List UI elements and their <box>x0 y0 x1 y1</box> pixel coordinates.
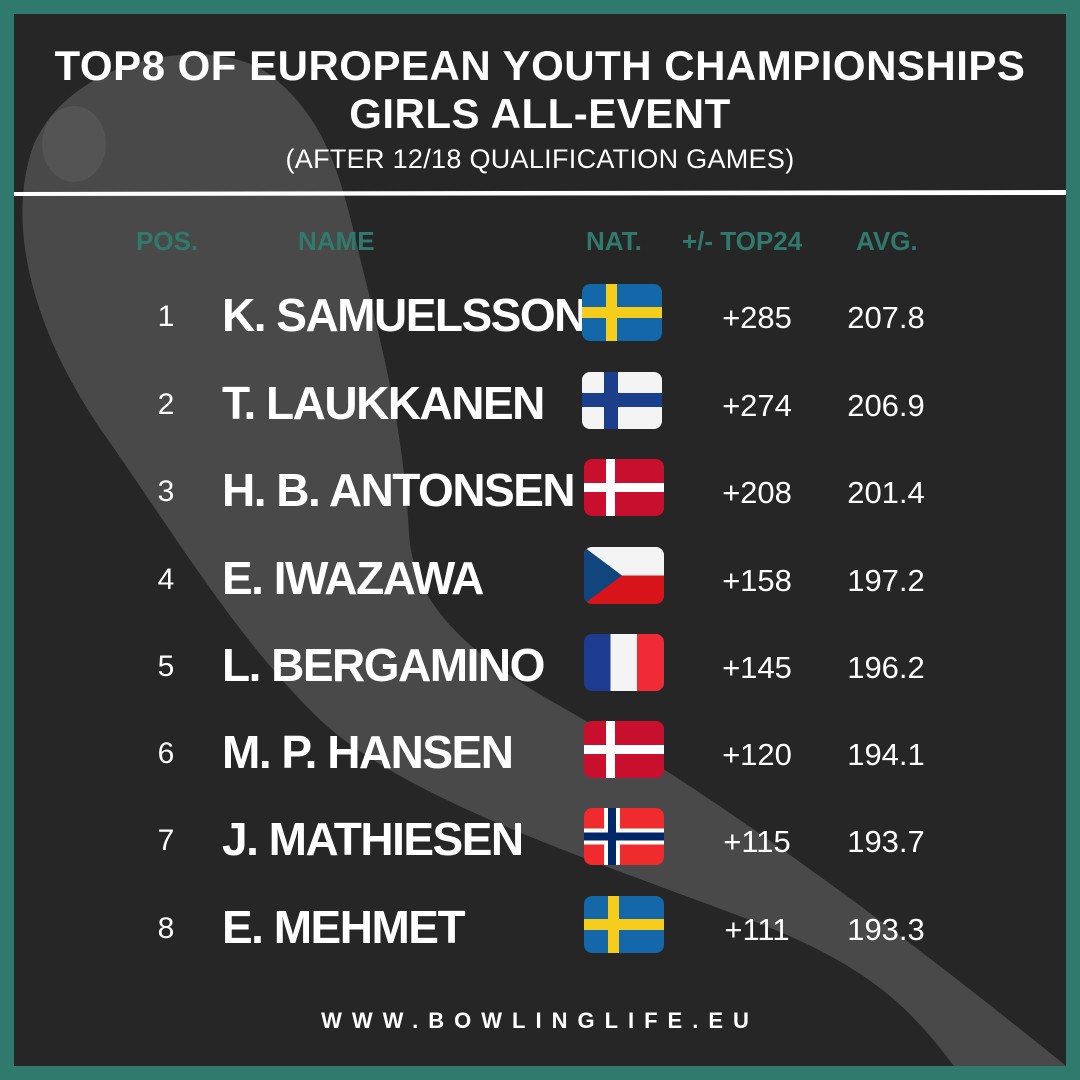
page-subtitle: (AFTER 12/18 QUALIFICATION GAMES) <box>285 144 795 174</box>
row-position: 3 <box>157 475 175 508</box>
row-name: E. MEHMET <box>222 901 466 953</box>
table-row: 6 M. P. HANSEN +120 194.1 <box>14 717 1066 797</box>
row-diff-top24: +111 <box>724 912 790 947</box>
row-name: K. SAMUELSSON <box>222 289 587 341</box>
row-position: 8 <box>157 912 175 945</box>
table-row: 5 L. BERGAMINO +145 196.2 <box>14 630 1066 710</box>
divider-line <box>14 190 1066 196</box>
table-row: 2 T. LAUKKANEN +274 206.9 <box>14 368 1066 448</box>
row-average: 197.2 <box>847 563 925 598</box>
row-name: E. IWAZAWA <box>222 552 485 604</box>
row-average: 201.4 <box>847 475 925 510</box>
column-header-pos: POS. <box>136 226 199 256</box>
row-diff-top24: +274 <box>722 388 792 423</box>
row-name: L. BERGAMINO <box>222 639 545 691</box>
row-position: 7 <box>157 824 175 857</box>
sweden-flag-icon <box>584 896 664 953</box>
table-row: 4 E. IWAZAWA +158 197.2 <box>14 543 1066 623</box>
row-diff-top24: +115 <box>723 824 791 859</box>
row-average: 193.3 <box>847 912 925 947</box>
row-name: M. P. HANSEN <box>222 726 514 778</box>
row-diff-top24: +158 <box>722 563 792 598</box>
column-header-avg: AVG. <box>856 226 918 256</box>
sweden-flag-icon <box>582 284 662 341</box>
page-title: TOP8 OF EUROPEAN YOUTH CHAMPIONSHIPS <box>54 42 1026 89</box>
row-name: T. LAUKKANEN <box>222 377 545 429</box>
page-title-line2: GIRLS ALL-EVENT <box>349 90 731 137</box>
row-average: 194.1 <box>847 737 925 772</box>
column-header-diff: +/- TOP24 <box>682 226 803 256</box>
row-diff-top24: +208 <box>722 475 792 510</box>
row-name: J. MATHIESEN <box>222 813 524 865</box>
row-position: 2 <box>157 388 175 421</box>
row-diff-top24: +145 <box>722 650 792 685</box>
table-row: 3 H. B. ANTONSEN +208 201.4 <box>14 455 1066 535</box>
table-row: 7 J. MATHIESEN +115 193.7 <box>14 804 1066 884</box>
france-flag-icon <box>584 634 664 691</box>
column-header-name: NAME <box>298 226 375 256</box>
czech-flag-icon <box>584 547 664 604</box>
table-row: 8 E. MEHMET +111 193.3 <box>14 892 1066 972</box>
website-url: WWW.BOWLINGLIFE.EU <box>321 1008 759 1033</box>
denmark-flag-icon <box>584 721 664 778</box>
row-average: 193.7 <box>847 824 925 859</box>
row-diff-top24: +285 <box>722 300 792 335</box>
finland-flag-icon <box>582 372 662 429</box>
column-header-nat: NAT. <box>586 226 642 256</box>
row-average: 207.8 <box>847 300 925 335</box>
row-position: 4 <box>157 563 175 596</box>
row-average: 196.2 <box>847 650 925 685</box>
row-average: 206.9 <box>847 388 925 423</box>
denmark-flag-icon <box>584 459 664 516</box>
table-row: 1 K. SAMUELSSON +285 207.8 <box>14 280 1066 360</box>
norway-flag-icon <box>584 808 664 865</box>
row-diff-top24: +120 <box>722 737 792 772</box>
bowling-pin-shape <box>22 54 1066 1066</box>
row-position: 6 <box>157 737 175 770</box>
row-position: 1 <box>157 300 175 333</box>
graphic-panel: TOP8 OF EUROPEAN YOUTH CHAMPIONSHIPS GIR… <box>14 14 1066 1066</box>
row-position: 5 <box>157 650 175 683</box>
row-name: H. B. ANTONSEN <box>222 464 576 516</box>
